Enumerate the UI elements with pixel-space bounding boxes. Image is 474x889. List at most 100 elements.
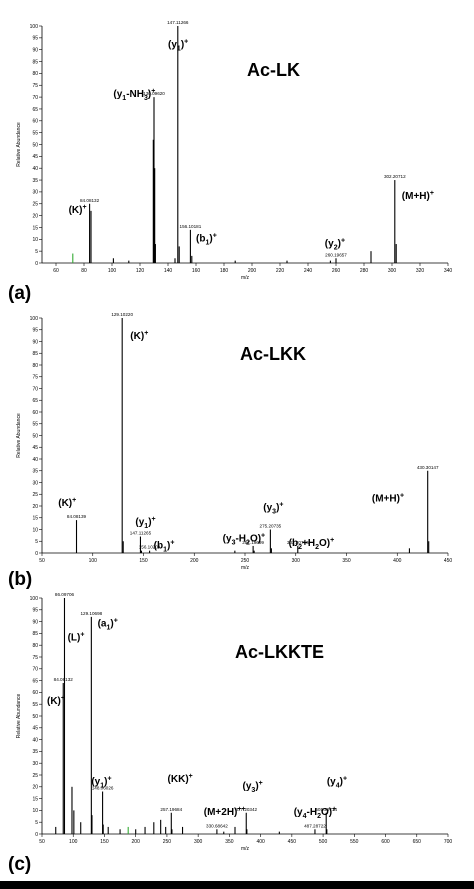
y-tick-label: 15 bbox=[32, 516, 38, 522]
y-tick-label: 20 bbox=[32, 504, 38, 510]
y-tick-label: 10 bbox=[32, 808, 38, 814]
peak-mz-label: 156.10204 bbox=[139, 545, 161, 550]
y-tick-label: 40 bbox=[32, 737, 38, 743]
x-tick-label: 350 bbox=[225, 839, 234, 845]
x-tick-label: 240 bbox=[304, 268, 313, 274]
y-tick-label: 10 bbox=[32, 527, 38, 533]
peak-mz-label: 302.20712 bbox=[384, 174, 406, 179]
x-tick-label: 100 bbox=[89, 558, 98, 564]
y-tick-label: 25 bbox=[32, 202, 38, 208]
x-tick-label: 340 bbox=[444, 268, 453, 274]
x-tick-label: 220 bbox=[276, 268, 285, 274]
y-tick-label: 75 bbox=[32, 83, 38, 89]
peak-mz-label: 330.68642 bbox=[206, 823, 228, 828]
peak-mz-label: 84.08139 bbox=[67, 514, 87, 519]
x-tick-label: 120 bbox=[136, 268, 145, 274]
ion-annotation: (K)+ bbox=[58, 497, 76, 509]
x-tick-label: 200 bbox=[190, 558, 199, 564]
x-tick-label: 700 bbox=[444, 839, 453, 845]
ion-annotation: (y3)+ bbox=[263, 502, 283, 516]
ion-annotation: (y4-H2O)+ bbox=[294, 806, 336, 820]
ion-annotation: (y3)+ bbox=[243, 780, 263, 794]
y-tick-label: 0 bbox=[35, 832, 38, 838]
ion-annotation: (K)+ bbox=[69, 204, 87, 216]
y-tick-label: 55 bbox=[32, 130, 38, 136]
y-tick-label: 0 bbox=[35, 551, 38, 557]
y-tick-label: 55 bbox=[32, 422, 38, 428]
peak-mz-label: 129.10220 bbox=[111, 312, 133, 317]
x-tick-label: 300 bbox=[194, 839, 203, 845]
y-tick-label: 30 bbox=[32, 480, 38, 486]
y-tick-label: 60 bbox=[32, 410, 38, 416]
ion-annotation: (L)+ bbox=[68, 631, 85, 643]
ion-annotation: (KK)+ bbox=[168, 773, 193, 785]
x-tick-label: 350 bbox=[342, 558, 351, 564]
y-axis-title: Relative Abundance bbox=[16, 694, 22, 739]
y-tick-label: 70 bbox=[32, 667, 38, 673]
x-tick-label: 400 bbox=[393, 558, 402, 564]
y-tick-label: 50 bbox=[32, 142, 38, 148]
y-tick-label: 10 bbox=[32, 237, 38, 243]
peak-mz-label: 148.06026 bbox=[92, 786, 114, 791]
y-tick-label: 60 bbox=[32, 119, 38, 125]
x-tick-label: 450 bbox=[444, 558, 453, 564]
x-tick-label: 260 bbox=[332, 268, 341, 274]
y-tick-label: 65 bbox=[32, 398, 38, 404]
x-tick-label: 160 bbox=[192, 268, 201, 274]
y-tick-label: 20 bbox=[32, 213, 38, 219]
x-tick-label: 180 bbox=[220, 268, 229, 274]
x-tick-label: 320 bbox=[416, 268, 425, 274]
ion-annotation: (M+2H)++ bbox=[204, 806, 246, 818]
x-tick-label: 140 bbox=[164, 268, 173, 274]
x-axis-title: m/z bbox=[241, 565, 250, 571]
y-tick-label: 85 bbox=[32, 351, 38, 357]
peak-mz-label: 84.08132 bbox=[54, 677, 74, 682]
y-tick-label: 75 bbox=[32, 375, 38, 381]
compound-title: Ac-LKK bbox=[240, 344, 306, 364]
y-tick-label: 95 bbox=[32, 608, 38, 614]
y-tick-label: 25 bbox=[32, 773, 38, 779]
y-tick-label: 15 bbox=[32, 225, 38, 231]
ion-annotation: (y1-NH3)+ bbox=[113, 88, 155, 102]
y-tick-label: 70 bbox=[32, 386, 38, 392]
peak-mz-label: 487.28722 bbox=[304, 823, 326, 828]
panel-label: (a) bbox=[8, 283, 31, 304]
ion-annotation: (y3-H2O)+ bbox=[223, 532, 265, 546]
peak-mz-label: 147.11265 bbox=[130, 531, 152, 536]
y-tick-label: 100 bbox=[30, 24, 39, 30]
panel-label: (b) bbox=[8, 569, 32, 590]
y-tick-label: 40 bbox=[32, 457, 38, 463]
peak-mz-label: 275.20735 bbox=[260, 524, 282, 529]
peak-mz-label: 430.30147 bbox=[417, 465, 439, 470]
x-tick-label: 650 bbox=[413, 839, 422, 845]
compound-title: Ac-LKKTE bbox=[235, 642, 324, 662]
ion-annotation: (y1)+ bbox=[168, 38, 188, 52]
x-tick-label: 80 bbox=[81, 268, 87, 274]
ion-annotation: (y1)+ bbox=[135, 516, 155, 530]
x-tick-label: 150 bbox=[100, 839, 109, 845]
x-tick-label: 450 bbox=[288, 839, 297, 845]
x-tick-label: 280 bbox=[360, 268, 369, 274]
peak-mz-label: 377.20342 bbox=[235, 807, 257, 812]
ion-annotation: (K)+ bbox=[47, 695, 65, 707]
y-tick-label: 45 bbox=[32, 154, 38, 160]
x-tick-label: 200 bbox=[132, 839, 141, 845]
ion-annotation: (K)+ bbox=[130, 330, 148, 342]
y-tick-label: 80 bbox=[32, 643, 38, 649]
x-tick-label: 300 bbox=[292, 558, 301, 564]
x-tick-label: 600 bbox=[381, 839, 390, 845]
y-tick-label: 50 bbox=[32, 433, 38, 439]
ion-annotation: (b1)+ bbox=[196, 233, 217, 247]
y-tick-label: 25 bbox=[32, 492, 38, 498]
x-tick-label: 500 bbox=[319, 839, 328, 845]
y-tick-label: 35 bbox=[32, 469, 38, 475]
ion-annotation: (y4)+ bbox=[327, 775, 347, 789]
y-tick-label: 45 bbox=[32, 445, 38, 451]
y-tick-label: 45 bbox=[32, 726, 38, 732]
y-tick-label: 90 bbox=[32, 48, 38, 54]
spectrum-panel-1: 0 5 10 15 20 25 30 35 40 45 50 55 60 65 70 75 80 85 90 95 10… bbox=[8, 20, 452, 304]
y-tick-label: 30 bbox=[32, 190, 38, 196]
peak-mz-label: 86.09706 bbox=[55, 592, 75, 597]
peak-mz-label: 260.19657 bbox=[325, 252, 347, 257]
